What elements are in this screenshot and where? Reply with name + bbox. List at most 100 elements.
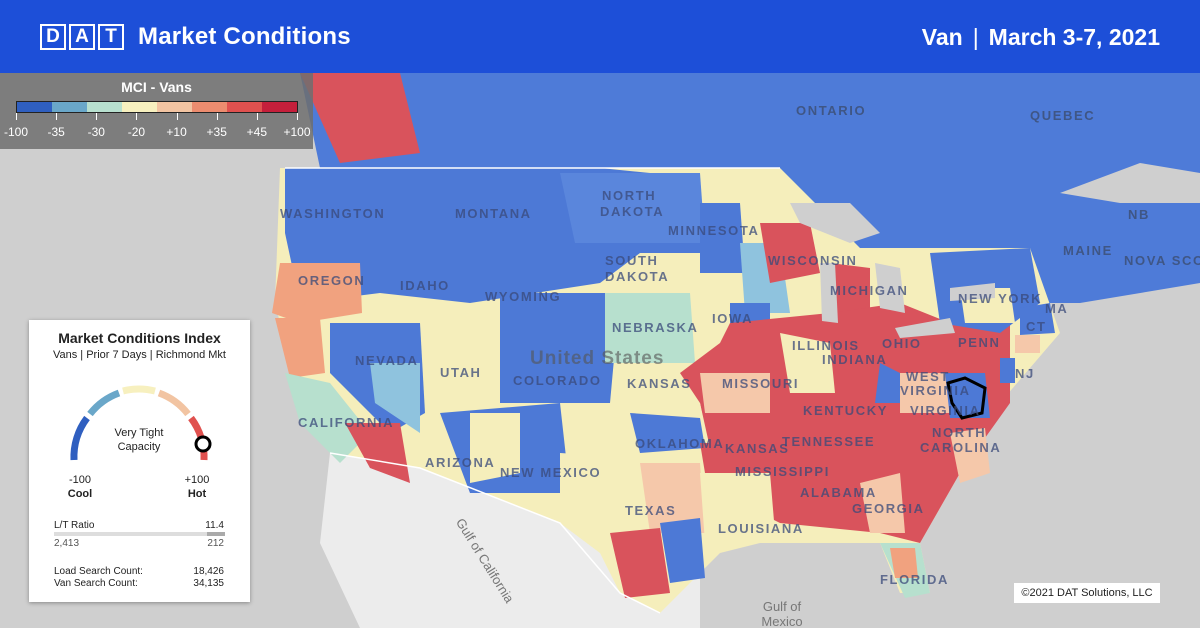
dat-logo: D A T — [40, 23, 124, 50]
bc-north-region — [300, 73, 420, 163]
state-label: NORTH — [932, 425, 987, 440]
card-title: Market Conditions Index — [58, 330, 221, 346]
legend-label: -35 — [47, 125, 65, 139]
country-label: United States — [530, 348, 665, 369]
legend-label: -20 — [127, 125, 146, 139]
state-label: NEBRASKA — [612, 320, 699, 335]
province-label: ONTARIO — [796, 103, 867, 118]
region-texas-central — [640, 463, 705, 533]
legend-ticks — [16, 113, 298, 121]
region-arizona-central — [470, 413, 520, 483]
province-label: NOVA SCO — [1124, 253, 1200, 268]
lake-michigan — [820, 263, 838, 323]
state-label: IOWA — [712, 311, 754, 326]
gauge-max-value: +100 — [184, 474, 210, 486]
lt-ratio-value: 11.4 — [205, 520, 224, 531]
state-label: LOUISIANA — [718, 521, 804, 536]
state-label: DAKOTA — [600, 204, 665, 219]
legend-tick — [256, 113, 258, 120]
load-search-value: 18,426 — [193, 566, 224, 577]
lake-erie — [895, 318, 955, 338]
legend-tick — [96, 113, 98, 120]
legend-tick — [136, 113, 138, 120]
legend-label: +10 — [166, 125, 187, 139]
legend-label: +100 — [283, 125, 311, 139]
state-label: MISSISSIPPI — [735, 464, 830, 479]
region-georgia — [860, 473, 905, 533]
state-label: WEST — [906, 369, 950, 384]
state-label: TEXAS — [625, 503, 677, 518]
state-label: MINNESOTA — [668, 223, 760, 238]
region-nevada-south — [370, 363, 420, 433]
region-missouri — [700, 373, 770, 413]
state-label: KENTUCKY — [803, 403, 889, 418]
region-colorado — [500, 293, 620, 403]
region-illinois — [780, 333, 835, 393]
gauge-segment — [157, 389, 191, 417]
region-houston — [660, 518, 705, 583]
richmond-market-outline — [946, 376, 987, 420]
copyright-notice: ©2021 DAT Solutions, LLC — [1014, 583, 1160, 603]
state-label: ARIZONA — [425, 455, 496, 470]
mci-gauge — [70, 385, 212, 461]
logo-letter: T — [98, 23, 124, 50]
lt-ratio-bar — [54, 532, 225, 536]
logo-letter: D — [40, 23, 66, 50]
legend-swatch — [52, 102, 87, 112]
legend-label: -30 — [87, 125, 105, 139]
region-texas-west — [560, 453, 660, 543]
lake-superior — [790, 203, 880, 243]
capacity-status: Very Tight Capacity — [99, 426, 179, 454]
legend-title: MCI - Vans — [121, 79, 192, 95]
state-label: VIRGINIA — [910, 403, 981, 418]
state-label: NEW MEXICO — [500, 465, 602, 480]
state-label: MISSOURI — [722, 376, 800, 391]
state-label: MICHIGAN — [830, 283, 909, 298]
region-oregon — [272, 263, 362, 323]
van-search-value: 34,135 — [193, 578, 224, 589]
state-label: INDIANA — [822, 352, 888, 367]
state-label: WYOMING — [485, 289, 562, 304]
mci-legend: MCI - Vans -100 -35 -30 -20 +10 +35 +45 +100 — [0, 73, 313, 149]
state-label: MAINE — [1063, 243, 1113, 258]
report-scope: Van | March 3-7, 2021 — [922, 24, 1160, 51]
region-ct — [1015, 335, 1040, 353]
legend-label: +45 — [246, 125, 268, 139]
region-n-california — [275, 318, 325, 378]
region-west-virginia — [900, 373, 950, 413]
st-lawrence — [1060, 163, 1200, 203]
gauge-segment — [87, 389, 121, 417]
region-arkansas — [700, 443, 760, 473]
legend-color-bar — [16, 101, 298, 113]
state-label: CT — [1026, 319, 1047, 334]
lt-ratio-label: L/T Ratio — [54, 520, 95, 531]
state-label: MONTANA — [455, 206, 532, 221]
page-title: Market Conditions — [138, 22, 351, 50]
load-search-row: Load Search Count: 18,426 — [54, 566, 224, 577]
map-canvas — [0, 73, 1200, 628]
load-search-label: Load Search Count: — [54, 566, 143, 577]
state-label: KANSAS — [725, 441, 790, 456]
equipment-type: Van — [921, 24, 963, 50]
region-oklahoma-blue — [630, 413, 705, 453]
legend-tick — [216, 113, 218, 120]
gauge-segment — [122, 385, 156, 395]
region-socal — [345, 423, 410, 483]
legend-swatch — [122, 102, 157, 112]
legend-label: -100 — [3, 125, 29, 139]
state-label: NEVADA — [355, 353, 419, 368]
legend-swatch — [17, 102, 52, 112]
state-label: OREGON — [298, 273, 366, 288]
status-line: Very Tight — [114, 427, 164, 439]
gauge-needle-marker — [194, 435, 212, 453]
legend-tick — [56, 113, 58, 120]
gauge-segment — [70, 415, 90, 461]
state-label: CALIFORNIA — [298, 415, 395, 430]
status-line: Capacity — [117, 441, 161, 453]
region-ky-blue — [875, 363, 900, 403]
legend-swatch — [192, 102, 227, 112]
region-louisiana — [700, 473, 775, 543]
state-label: TENNESSEE — [782, 434, 876, 449]
state-label: ILLINOIS — [792, 338, 860, 353]
market-map[interactable]: WASHINGTON MONTANA NORTH DAKOTA MINNESOT… — [0, 73, 1200, 628]
